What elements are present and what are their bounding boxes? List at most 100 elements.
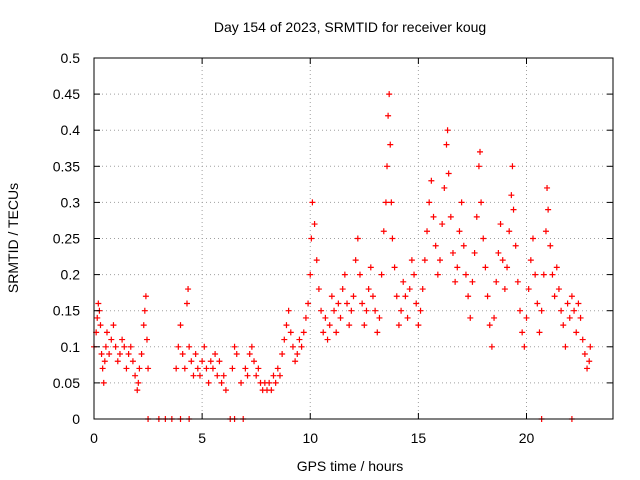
y-tick-label: 0.1	[61, 339, 81, 355]
y-tick-label: 0.05	[53, 375, 80, 391]
data-point	[190, 372, 197, 379]
data-point	[185, 286, 192, 293]
data-point	[519, 329, 526, 336]
data-point	[222, 387, 229, 394]
data-point	[311, 221, 318, 228]
data-point	[326, 322, 333, 329]
data-point	[229, 365, 236, 372]
data-point	[549, 271, 556, 278]
data-point	[508, 192, 515, 199]
data-point	[512, 242, 519, 249]
data-point	[359, 300, 366, 307]
data-point	[587, 343, 594, 350]
data-point	[586, 358, 593, 365]
data-point	[173, 365, 180, 372]
data-point	[203, 365, 210, 372]
x-axis-label: GPS time / hours	[297, 458, 404, 474]
data-point	[339, 286, 346, 293]
data-point	[577, 314, 584, 321]
data-point	[404, 314, 411, 321]
data-point	[411, 271, 418, 278]
data-point	[402, 293, 409, 300]
data-point	[233, 351, 240, 358]
data-point	[298, 343, 305, 350]
data-point	[369, 293, 376, 300]
data-point	[335, 300, 342, 307]
data-point	[216, 358, 223, 365]
data-point	[231, 343, 238, 350]
x-tick-label: 10	[302, 430, 318, 446]
data-point	[400, 278, 407, 285]
data-point	[110, 322, 117, 329]
data-point	[501, 286, 508, 293]
data-point	[374, 329, 381, 336]
data-point	[201, 343, 208, 350]
data-point	[98, 351, 105, 358]
data-point	[94, 314, 101, 321]
data-point	[551, 293, 558, 300]
data-point	[331, 307, 338, 314]
data-point	[179, 351, 186, 358]
data-point	[214, 372, 221, 379]
data-point	[545, 206, 552, 213]
chart-title: Day 154 of 2023, SRMTID for receiver kou…	[214, 19, 486, 35]
data-point	[313, 257, 320, 264]
data-point	[348, 307, 355, 314]
data-point	[251, 358, 258, 365]
data-point	[473, 213, 480, 220]
data-point	[255, 365, 262, 372]
y-tick-label: 0.3	[61, 194, 81, 210]
data-point	[447, 213, 454, 220]
data-point	[456, 228, 463, 235]
data-point	[482, 264, 489, 271]
data-point	[428, 177, 435, 184]
data-point	[495, 249, 502, 256]
data-point	[553, 264, 560, 271]
data-point	[95, 300, 102, 307]
data-point	[562, 343, 569, 350]
data-point	[527, 257, 534, 264]
data-point	[575, 300, 582, 307]
data-point	[532, 271, 539, 278]
data-point	[324, 336, 331, 343]
y-tick-label: 0	[72, 411, 80, 427]
data-point	[142, 293, 149, 300]
data-point	[441, 184, 448, 191]
data-point	[350, 293, 357, 300]
data-point	[99, 365, 106, 372]
data-point	[584, 365, 591, 372]
data-point	[289, 343, 296, 350]
data-point	[220, 372, 227, 379]
data-point	[248, 343, 255, 350]
data-point	[283, 322, 290, 329]
data-point	[121, 343, 128, 350]
data-point	[544, 184, 551, 191]
data-point	[462, 271, 469, 278]
data-point	[140, 322, 147, 329]
data-point	[540, 271, 547, 278]
data-point	[444, 127, 451, 134]
data-point	[337, 314, 344, 321]
data-point	[525, 286, 532, 293]
data-point	[276, 372, 283, 379]
data-point	[568, 293, 575, 300]
data-point	[547, 242, 554, 249]
data-point	[439, 221, 446, 228]
data-point	[183, 300, 190, 307]
data-point	[132, 372, 139, 379]
data-point	[465, 293, 472, 300]
data-point	[333, 329, 340, 336]
data-point	[300, 329, 307, 336]
data-point	[246, 351, 253, 358]
data-point	[145, 365, 152, 372]
data-point	[430, 213, 437, 220]
data-point	[372, 307, 379, 314]
data-point	[389, 235, 396, 242]
data-point	[571, 307, 578, 314]
data-point	[426, 199, 433, 206]
data-point	[143, 336, 150, 343]
data-point	[101, 358, 108, 365]
data-point	[471, 249, 478, 256]
data-point	[341, 271, 348, 278]
data-point	[175, 343, 182, 350]
